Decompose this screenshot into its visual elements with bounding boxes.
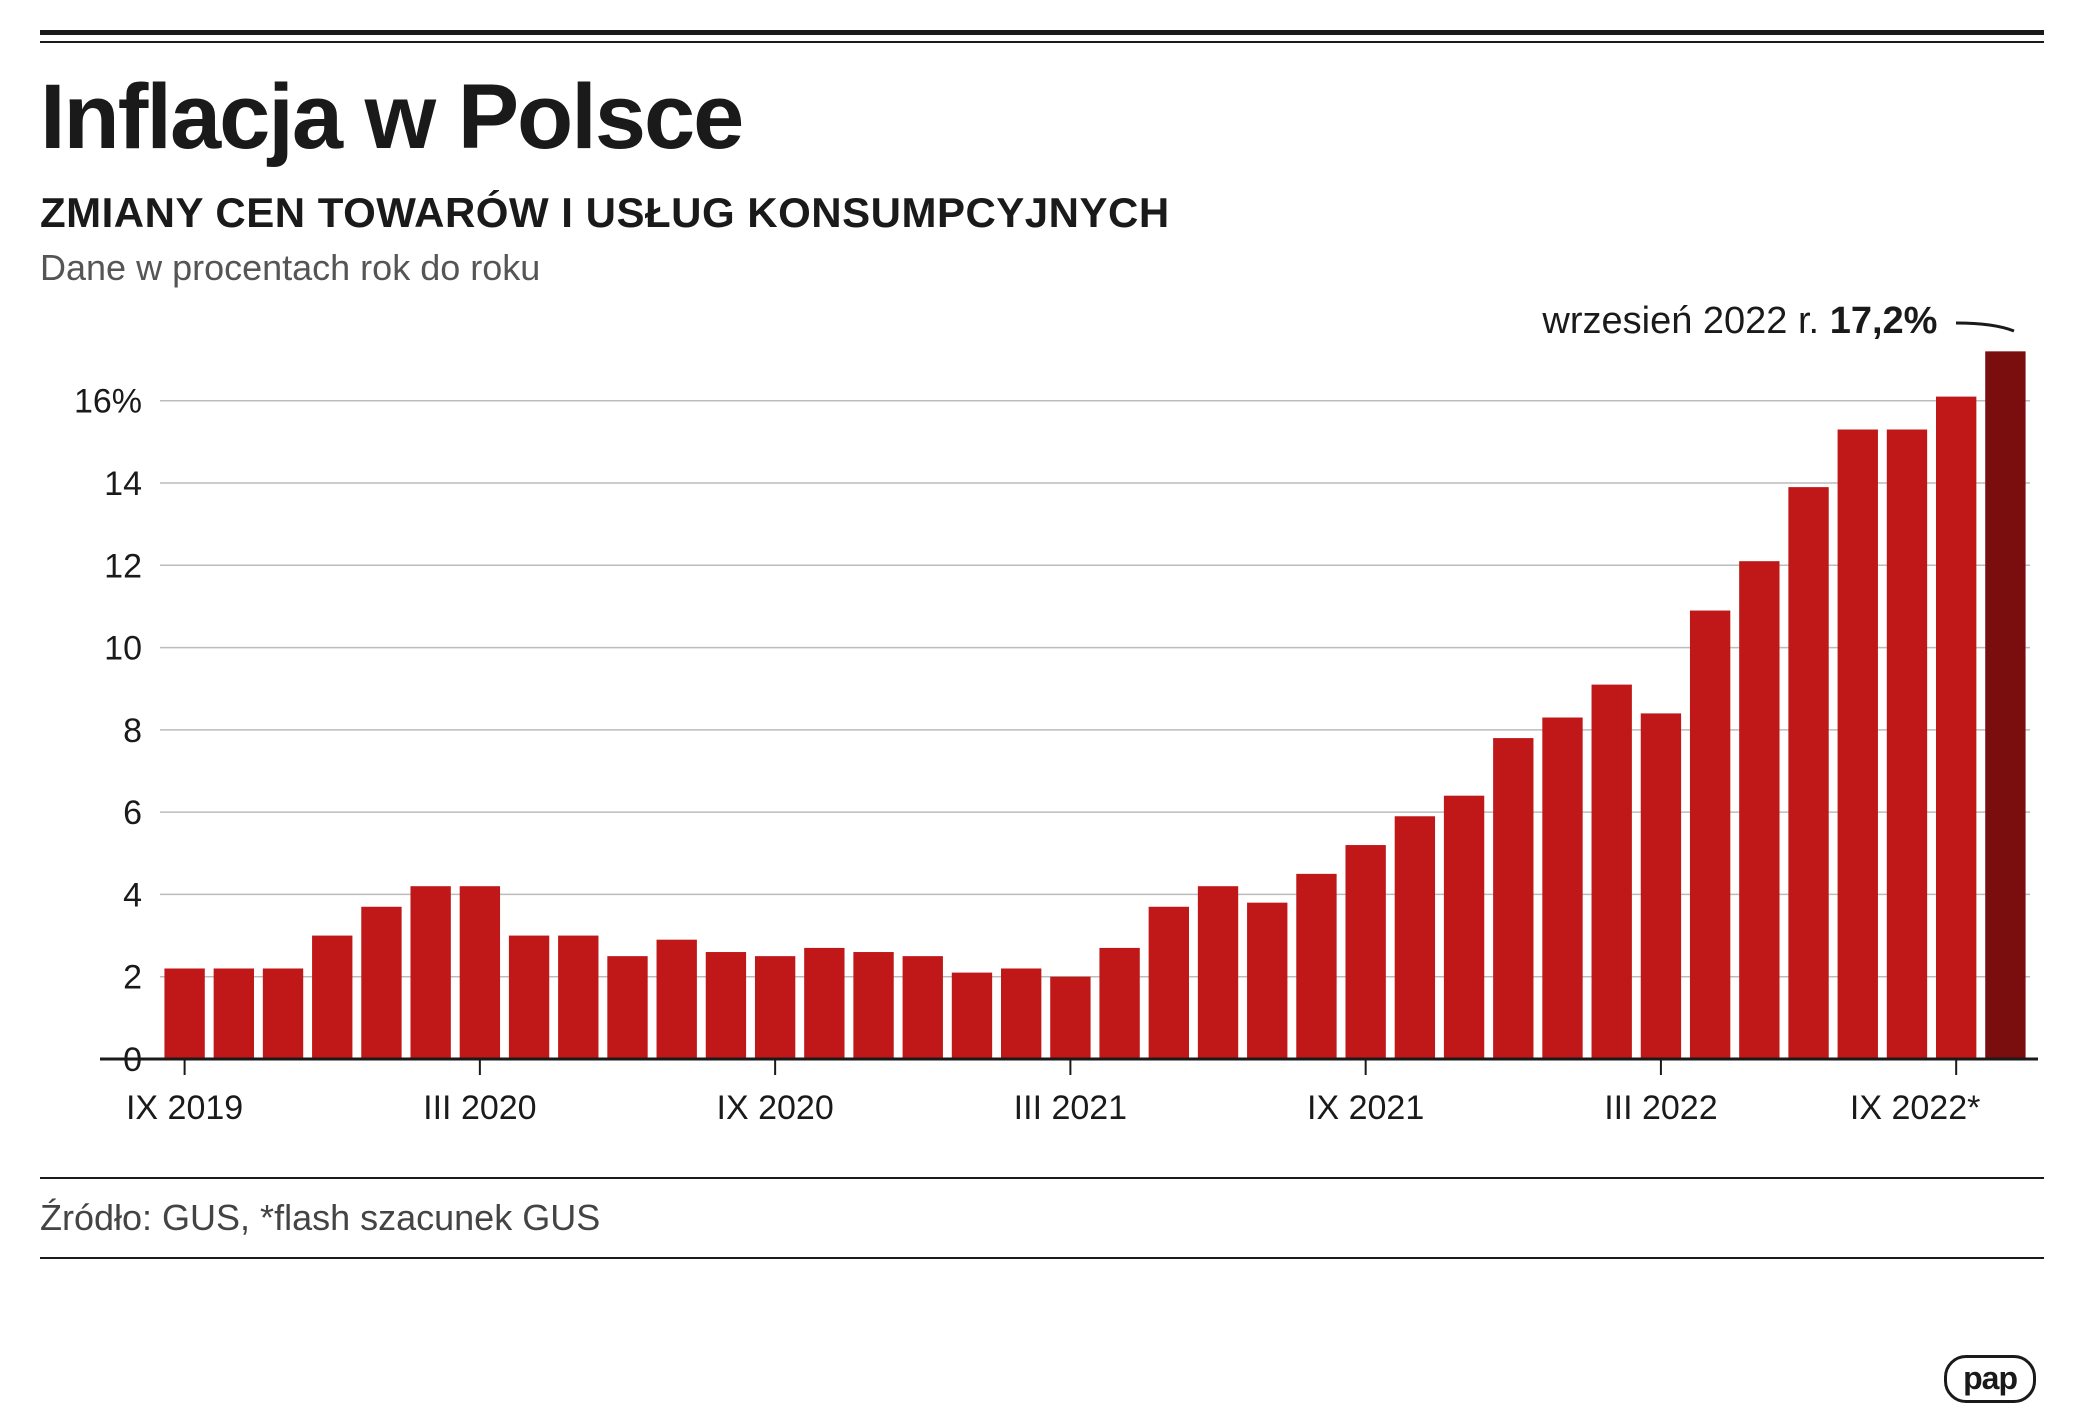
bar-31 <box>1690 611 1730 1059</box>
bar-24 <box>1345 845 1385 1059</box>
bar-4 <box>361 907 401 1059</box>
bar-25 <box>1395 816 1435 1059</box>
svg-text:III 2020: III 2020 <box>423 1089 536 1127</box>
bar-5 <box>410 886 450 1059</box>
bar-19 <box>1099 948 1139 1059</box>
bar-35 <box>1887 430 1927 1059</box>
source-rule <box>40 1177 2044 1179</box>
bar-11 <box>706 952 746 1059</box>
subtitle: ZMIANY CEN TOWARÓW I USŁUG KONSUMPCYJNYC… <box>40 189 2044 237</box>
bar-32 <box>1739 561 1779 1059</box>
bar-12 <box>755 956 795 1059</box>
bar-10 <box>657 940 697 1059</box>
bar-14 <box>853 952 893 1059</box>
bar-34 <box>1838 430 1878 1059</box>
bar-6 <box>460 886 500 1059</box>
description: Dane w procentach rok do roku <box>40 247 2044 289</box>
svg-text:2: 2 <box>123 959 142 997</box>
svg-text:III 2022: III 2022 <box>1604 1089 1717 1127</box>
bar-17 <box>1001 968 1041 1059</box>
pap-logo: pap <box>1944 1360 2036 1397</box>
top-rule-thin <box>40 41 2044 43</box>
svg-text:IX 2021: IX 2021 <box>1307 1089 1424 1127</box>
bar-37 <box>1985 351 2025 1059</box>
svg-text:IX 2022*: IX 2022* <box>1850 1089 1980 1127</box>
bar-9 <box>607 956 647 1059</box>
bar-30 <box>1641 713 1681 1059</box>
bar-1 <box>214 968 254 1059</box>
bar-22 <box>1247 903 1287 1059</box>
bar-0 <box>164 968 204 1059</box>
svg-text:4: 4 <box>123 876 142 914</box>
svg-text:IX 2019: IX 2019 <box>126 1089 243 1127</box>
svg-text:12: 12 <box>104 547 142 585</box>
svg-text:III 2021: III 2021 <box>1014 1089 1127 1127</box>
bar-28 <box>1542 718 1582 1059</box>
bar-21 <box>1198 886 1238 1059</box>
svg-text:6: 6 <box>123 794 142 832</box>
bar-15 <box>903 956 943 1059</box>
pap-logo-text: pap <box>1944 1355 2036 1403</box>
bar-16 <box>952 973 992 1059</box>
bar-8 <box>558 936 598 1059</box>
bar-23 <box>1296 874 1336 1059</box>
svg-text:IX 2020: IX 2020 <box>717 1089 834 1127</box>
source-text: Źródło: GUS, *flash szacunek GUS <box>40 1197 2044 1239</box>
bar-3 <box>312 936 352 1059</box>
page-title: Inflacja w Polsce <box>40 71 2044 163</box>
svg-text:8: 8 <box>123 712 142 750</box>
svg-text:10: 10 <box>104 630 142 668</box>
bar-33 <box>1788 487 1828 1059</box>
svg-text:16%: 16% <box>74 383 142 421</box>
bar-20 <box>1149 907 1189 1059</box>
bottom-rule <box>40 1257 2044 1259</box>
bar-2 <box>263 968 303 1059</box>
bar-36 <box>1936 397 1976 1059</box>
chart-area: 0246810121416%IX 2019III 2020IX 2020III … <box>40 319 2040 1149</box>
bar-7 <box>509 936 549 1059</box>
bar-26 <box>1444 796 1484 1059</box>
bar-18 <box>1050 977 1090 1059</box>
top-rule-thick <box>40 30 2044 35</box>
bar-27 <box>1493 738 1533 1059</box>
bar-chart: 0246810121416%IX 2019III 2020IX 2020III … <box>40 319 2040 1149</box>
bar-29 <box>1592 685 1632 1059</box>
svg-text:14: 14 <box>104 465 142 503</box>
bar-13 <box>804 948 844 1059</box>
